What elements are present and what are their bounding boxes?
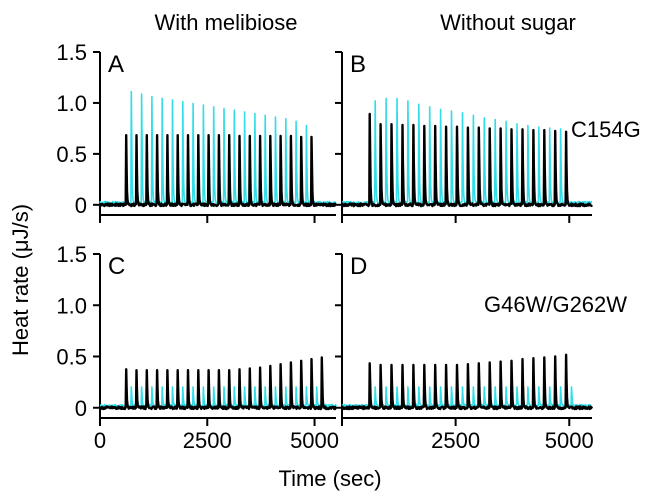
y-tick-label: 1.0 — [56, 91, 87, 116]
row-label-g46w-g262w: G46W/G262W — [484, 292, 627, 317]
y-tick-label: 0 — [75, 193, 87, 218]
column-title-without-sugar: Without sugar — [440, 10, 576, 35]
x-tick-label: 2500 — [183, 428, 232, 453]
panel-b: B — [335, 51, 594, 223]
y-tick-label: 0.5 — [56, 345, 87, 370]
x-tick-label: 2500 — [431, 428, 480, 453]
y-tick-label: 0 — [75, 396, 87, 421]
panel-letter-d: D — [350, 253, 367, 280]
panels: 0 0.5 1.0 1.5 A B 0 0.5 1.0 1.5 0 2500 5000 C 2500 5000… — [56, 40, 593, 453]
x-tick-label: 5000 — [290, 428, 339, 453]
y-tick-label: 1.5 — [56, 40, 87, 65]
x-tick-label: 5000 — [545, 428, 594, 453]
y-tick-label: 1.0 — [56, 293, 87, 318]
panel-letter-b: B — [350, 51, 366, 78]
trace-black-c — [98, 356, 337, 411]
x-axis-label: Time (sec) — [278, 466, 381, 491]
panel-letter-a: A — [108, 51, 124, 78]
panel-a: 0 0.5 1.0 1.5 A — [56, 40, 337, 223]
trace-black-a — [98, 133, 337, 208]
y-tick-label: 0.5 — [56, 142, 87, 167]
panel-c: 0 0.5 1.0 1.5 0 2500 5000 C — [56, 242, 339, 453]
x-tick-label: 0 — [94, 428, 106, 453]
panel-d: 2500 5000 D — [335, 253, 594, 453]
row-label-c154g: C154G — [571, 117, 641, 142]
trace-black-d — [340, 353, 594, 411]
trace-black-b — [340, 112, 594, 208]
panel-letter-c: C — [108, 253, 125, 280]
column-title-with-melibiose: With melibiose — [154, 10, 297, 35]
y-tick-label: 1.5 — [56, 242, 87, 267]
y-axis-label: Heat rate (μJ/s) — [8, 204, 33, 356]
